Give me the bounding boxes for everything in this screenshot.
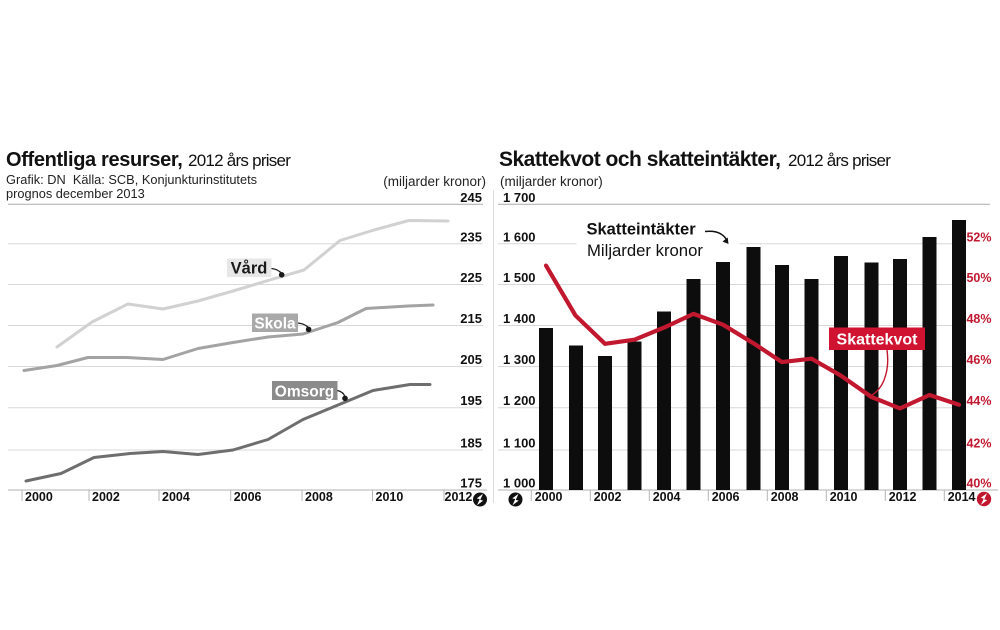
svg-text:2008: 2008 — [305, 490, 333, 504]
svg-text:1 500: 1 500 — [503, 270, 536, 285]
svg-text:1 200: 1 200 — [503, 393, 536, 408]
svg-text:2012: 2012 — [445, 490, 473, 504]
svg-text:2010: 2010 — [830, 490, 858, 504]
svg-text:2000: 2000 — [535, 490, 563, 504]
svg-text:2012 års priser: 2012 års priser — [788, 151, 891, 170]
svg-text:prognos december 2013: prognos december 2013 — [6, 186, 145, 201]
svg-text:195: 195 — [460, 393, 482, 408]
svg-text:Grafik: DN Källa: SCB, Konjun: Grafik: DN Källa: SCB, Konjunkturinstitu… — [6, 172, 257, 187]
svg-text:2000: 2000 — [25, 490, 53, 504]
svg-text:2006: 2006 — [234, 490, 262, 504]
svg-text:2014: 2014 — [948, 490, 976, 504]
svg-text:2006: 2006 — [712, 490, 740, 504]
svg-text:215: 215 — [460, 311, 482, 326]
svg-text:Skattekvot: Skattekvot — [837, 332, 919, 349]
svg-text:2004: 2004 — [162, 490, 190, 504]
svg-text:Vård: Vård — [231, 260, 268, 278]
svg-text:185: 185 — [460, 436, 482, 451]
svg-text:50%: 50% — [966, 271, 991, 285]
svg-text:175: 175 — [460, 476, 482, 491]
svg-text:2012 års priser: 2012 års priser — [188, 151, 291, 170]
svg-text:1 400: 1 400 — [503, 311, 536, 326]
svg-text:48%: 48% — [966, 312, 991, 326]
svg-text:Omsorg: Omsorg — [275, 384, 334, 401]
svg-text:2010: 2010 — [376, 490, 404, 504]
svg-text:Skatteintäkter: Skatteintäkter — [587, 221, 697, 239]
svg-text:40%: 40% — [966, 477, 991, 491]
svg-text:Skola: Skola — [254, 316, 296, 333]
svg-text:225: 225 — [460, 270, 482, 285]
svg-text:1 000: 1 000 — [503, 476, 536, 491]
svg-text:205: 205 — [460, 352, 482, 367]
svg-text:42%: 42% — [966, 437, 991, 451]
svg-text:44%: 44% — [966, 394, 991, 408]
svg-text:2002: 2002 — [92, 490, 120, 504]
svg-text:245: 245 — [460, 190, 482, 205]
svg-text:Offentliga resurser,: Offentliga resurser, — [6, 149, 182, 171]
svg-text:2012: 2012 — [889, 490, 917, 504]
svg-text:2008: 2008 — [771, 490, 799, 504]
svg-text:Skattekvot och skatteintäkter,: Skattekvot och skatteintäkter, — [499, 148, 780, 171]
svg-text:1 600: 1 600 — [503, 230, 536, 245]
svg-text:235: 235 — [460, 230, 482, 245]
svg-text:2004: 2004 — [653, 490, 681, 504]
svg-text:Miljarder kronor: Miljarder kronor — [587, 241, 703, 260]
svg-text:1 300: 1 300 — [503, 352, 536, 367]
svg-text:52%: 52% — [966, 231, 991, 245]
svg-text:46%: 46% — [966, 353, 991, 367]
svg-text:1 100: 1 100 — [503, 436, 536, 451]
svg-text:(miljarder kronor): (miljarder kronor) — [383, 174, 486, 189]
svg-text:(miljarder kronor): (miljarder kronor) — [500, 174, 603, 189]
svg-text:2002: 2002 — [594, 490, 622, 504]
svg-text:1 700: 1 700 — [503, 190, 536, 205]
